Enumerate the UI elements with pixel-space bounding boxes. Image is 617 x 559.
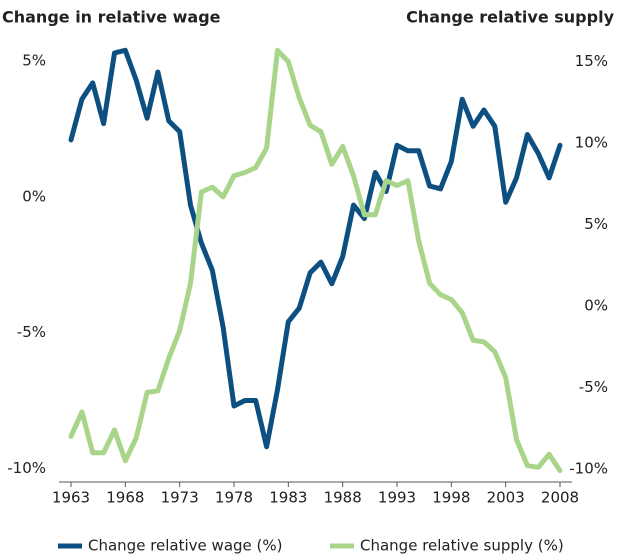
y2-tick-label: 0% xyxy=(584,297,608,315)
x-tick-label: 1983 xyxy=(269,489,307,507)
y-tick-label: -5% xyxy=(17,323,46,341)
y2-tick-label: -10% xyxy=(569,459,608,477)
x-tick-label: 2008 xyxy=(541,489,579,507)
x-tick-label: 1973 xyxy=(161,489,199,507)
legend-label: Change relative wage (%) xyxy=(88,537,282,555)
x-tick-label: 1978 xyxy=(215,489,253,507)
y2-axis-label: Change relative supply xyxy=(406,8,615,27)
x-tick-label: 1968 xyxy=(106,489,144,507)
y-tick-label: 0% xyxy=(22,187,46,205)
y-axis-label: Change in relative wage xyxy=(2,8,221,27)
series-line xyxy=(68,47,563,474)
x-tick-label: 1988 xyxy=(324,489,362,507)
series-line xyxy=(68,47,563,450)
legend-label: Change relative supply (%) xyxy=(360,537,564,555)
x-tick-label: 1993 xyxy=(378,489,416,507)
y2-tick-label: 10% xyxy=(575,134,608,152)
x-tick-label: 1998 xyxy=(432,489,470,507)
x-tick-label: 2003 xyxy=(487,489,525,507)
y-tick-label: 5% xyxy=(22,52,46,70)
y2-tick-label: -5% xyxy=(579,378,608,396)
y-tick-label: -10% xyxy=(7,459,46,477)
y2-tick-label: 15% xyxy=(575,52,608,70)
x-tick-label: 1963 xyxy=(52,489,90,507)
y2-tick-label: 5% xyxy=(584,215,608,233)
